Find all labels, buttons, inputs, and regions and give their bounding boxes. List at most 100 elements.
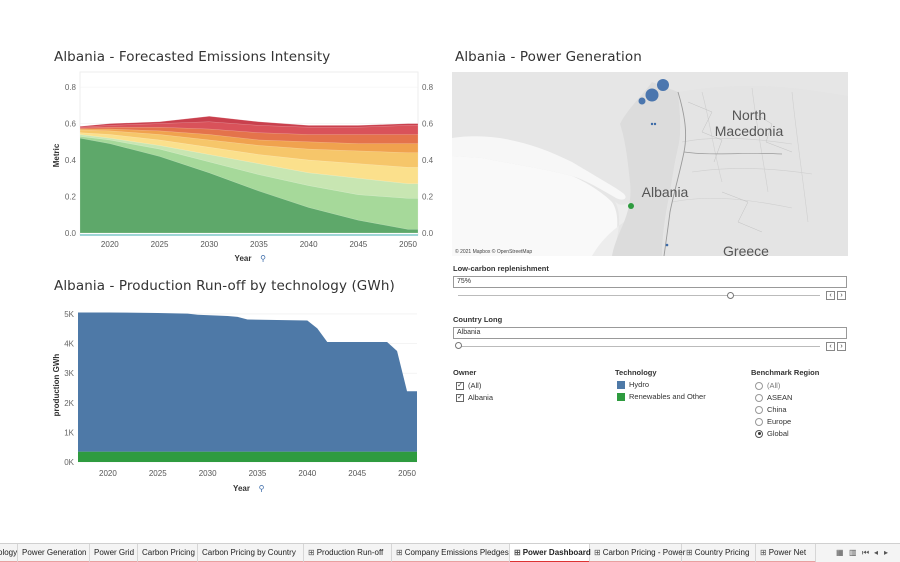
power-generation-map[interactable]: North Macedonia Albania Greece © 2021 Ma… <box>452 72 848 256</box>
y-tick-label: 4K <box>64 340 74 349</box>
dashboard-icon: ⊞ <box>396 548 403 557</box>
x-tick-label: 2020 <box>101 240 119 249</box>
dashboard-icon: ⊞ <box>686 548 693 557</box>
power-plant-marker[interactable] <box>645 88 659 102</box>
map-label-macedonia: Macedonia <box>715 123 784 139</box>
map-attribution: © 2021 Mapbox © OpenStreetMap <box>455 248 532 255</box>
sheet-tab[interactable]: ⊞ Country Pricing <box>682 544 756 562</box>
radio-selected-icon[interactable] <box>755 429 763 438</box>
power-plant-marker[interactable] <box>657 79 669 91</box>
sheet-tab[interactable]: Power Generation <box>18 544 90 562</box>
checkbox-icon[interactable]: ✓ <box>456 381 464 390</box>
power-plant-marker[interactable] <box>628 203 634 209</box>
radio-icon[interactable] <box>755 381 763 390</box>
sheet-tab[interactable]: Carbon Pricing <box>138 544 198 562</box>
lowcarbon-prev-button[interactable]: ‹ <box>826 291 835 300</box>
power-plant-marker[interactable] <box>638 97 646 105</box>
sheet-tab-bar: ology Power Generation Power Grid Carbon Pr… <box>0 543 900 562</box>
lowcarbon-slider-knob[interactable] <box>726 292 734 299</box>
map-label-greece: Greece <box>723 243 769 256</box>
x-tick-label: 2030 <box>200 240 218 249</box>
lowcarbon-next-button[interactable]: › <box>837 291 846 300</box>
prev-tab-icon[interactable]: ◂ <box>874 548 879 557</box>
next-tab-icon[interactable]: ▸ <box>884 548 889 557</box>
y-tick-label: 3K <box>64 369 74 378</box>
benchmark-option-china[interactable]: China <box>755 405 787 414</box>
x-tick-label: 2045 <box>348 469 366 478</box>
benchmark-option-asean[interactable]: ASEAN <box>755 393 792 402</box>
x-tick-label: 2040 <box>300 240 318 249</box>
x-tick-label: 2025 <box>149 469 167 478</box>
power-plant-marker[interactable] <box>665 243 669 247</box>
sheet-tab[interactable]: ⊞ Power Net <box>756 544 816 562</box>
y-tick-label: 1K <box>64 428 74 437</box>
renewables-swatch <box>617 392 625 401</box>
dashboard-icon: ⊞ <box>514 548 521 557</box>
x-tick-label: 2035 <box>250 240 268 249</box>
lowcarbon-slider-track[interactable] <box>458 295 820 296</box>
country-prev-button[interactable]: ‹ <box>826 342 835 351</box>
technology-legend-title: Technology <box>615 368 657 377</box>
sheet-tab[interactable]: Carbon Pricing by Country <box>198 544 304 562</box>
country-input[interactable]: Albania <box>453 327 847 339</box>
sheet-tab[interactable]: ology <box>0 544 18 562</box>
hydro-swatch <box>617 380 625 389</box>
y-tick-label: 5K <box>64 310 74 319</box>
pin-icon: ⚲ <box>260 254 266 263</box>
country-slider-knob[interactable] <box>455 342 462 349</box>
map-label-north: North <box>732 107 766 123</box>
sheet-tab[interactable]: ⊞ Carbon Pricing - Power <box>590 544 685 562</box>
power-plant-marker[interactable] <box>650 122 654 126</box>
emissions-chart-title: Albania - Forecasted Emissions Intensity <box>54 49 331 65</box>
country-next-button[interactable]: › <box>837 342 846 351</box>
list-view-icon[interactable]: ▥ <box>849 548 857 557</box>
country-slider-track[interactable] <box>458 346 820 347</box>
emissions-series-area <box>79 137 419 234</box>
sheet-tab[interactable]: ⊞ Power Dashboard <box>510 544 591 562</box>
x-tick-label: 2050 <box>398 469 416 478</box>
sheet-tab[interactable]: ⊞ Production Run-off <box>304 544 392 562</box>
country-label: Country Long <box>453 315 503 324</box>
production-chart[interactable]: 5K 4K 3K 2K 1K 0K 2020 2025 2030 2035 2040 2045 2050… <box>50 300 450 500</box>
radio-icon[interactable] <box>755 405 763 414</box>
y-tick-label: 0.8 <box>65 83 77 92</box>
power-plant-marker[interactable] <box>653 122 657 126</box>
benchmark-option-global[interactable]: Global <box>755 429 789 438</box>
emissions-chart[interactable]: 0.8 0.8 0.6 0.6 0.4 0.4 0.2 0.2 0.0 0.0 2020 2025 20… <box>50 68 450 270</box>
radio-icon[interactable] <box>755 417 763 426</box>
grid-view-icon[interactable]: ▦ <box>836 548 844 557</box>
sheet-tab[interactable]: ⊞ Company Emissions Pledges <box>392 544 510 562</box>
technology-item-renewables[interactable]: Renewables and Other <box>617 392 706 401</box>
x-tick-label: 2035 <box>249 469 267 478</box>
lowcarbon-label: Low-carbon replenishment <box>453 264 549 273</box>
dashboard-icon: ⊞ <box>760 548 767 557</box>
technology-item-hydro[interactable]: Hydro <box>617 380 649 389</box>
y-axis-label: production GWh <box>52 354 61 417</box>
production-series-area <box>78 451 417 462</box>
production-series-area <box>78 312 417 452</box>
benchmark-option-europe[interactable]: Europe <box>755 417 791 426</box>
x-axis-label: Year <box>233 484 250 493</box>
checkbox-icon[interactable]: ✓ <box>456 393 464 402</box>
production-chart-title: Albania - Production Run-off by technolo… <box>54 278 395 294</box>
owner-option-albania[interactable]: ✓ Albania <box>456 393 494 402</box>
y-tick-label: 0.0 <box>65 229 77 238</box>
y2-tick-label: 0.8 <box>422 83 434 92</box>
y2-tick-label: 0.4 <box>422 156 434 165</box>
benchmark-legend-title: Benchmark Region <box>751 368 820 377</box>
benchmark-option-all[interactable]: (All) <box>755 381 780 390</box>
radio-icon[interactable] <box>755 393 763 402</box>
x-tick-label: 2030 <box>199 469 217 478</box>
dashboard-icon: ⊞ <box>594 548 601 557</box>
map-title: Albania - Power Generation <box>455 49 642 65</box>
lowcarbon-input[interactable]: 75% <box>453 276 847 288</box>
first-tab-icon[interactable]: ⏮ <box>862 548 870 557</box>
x-tick-label: 2050 <box>399 240 417 249</box>
x-tick-label: 2025 <box>151 240 169 249</box>
x-axis-label: Year <box>235 254 252 263</box>
owner-option-all[interactable]: ✓ (All) <box>456 381 482 390</box>
owner-legend-title: Owner <box>453 368 477 377</box>
y-tick-label: 0.6 <box>65 120 77 129</box>
sheet-tab[interactable]: Power Grid <box>90 544 138 562</box>
y-tick-label: 2K <box>64 399 74 408</box>
